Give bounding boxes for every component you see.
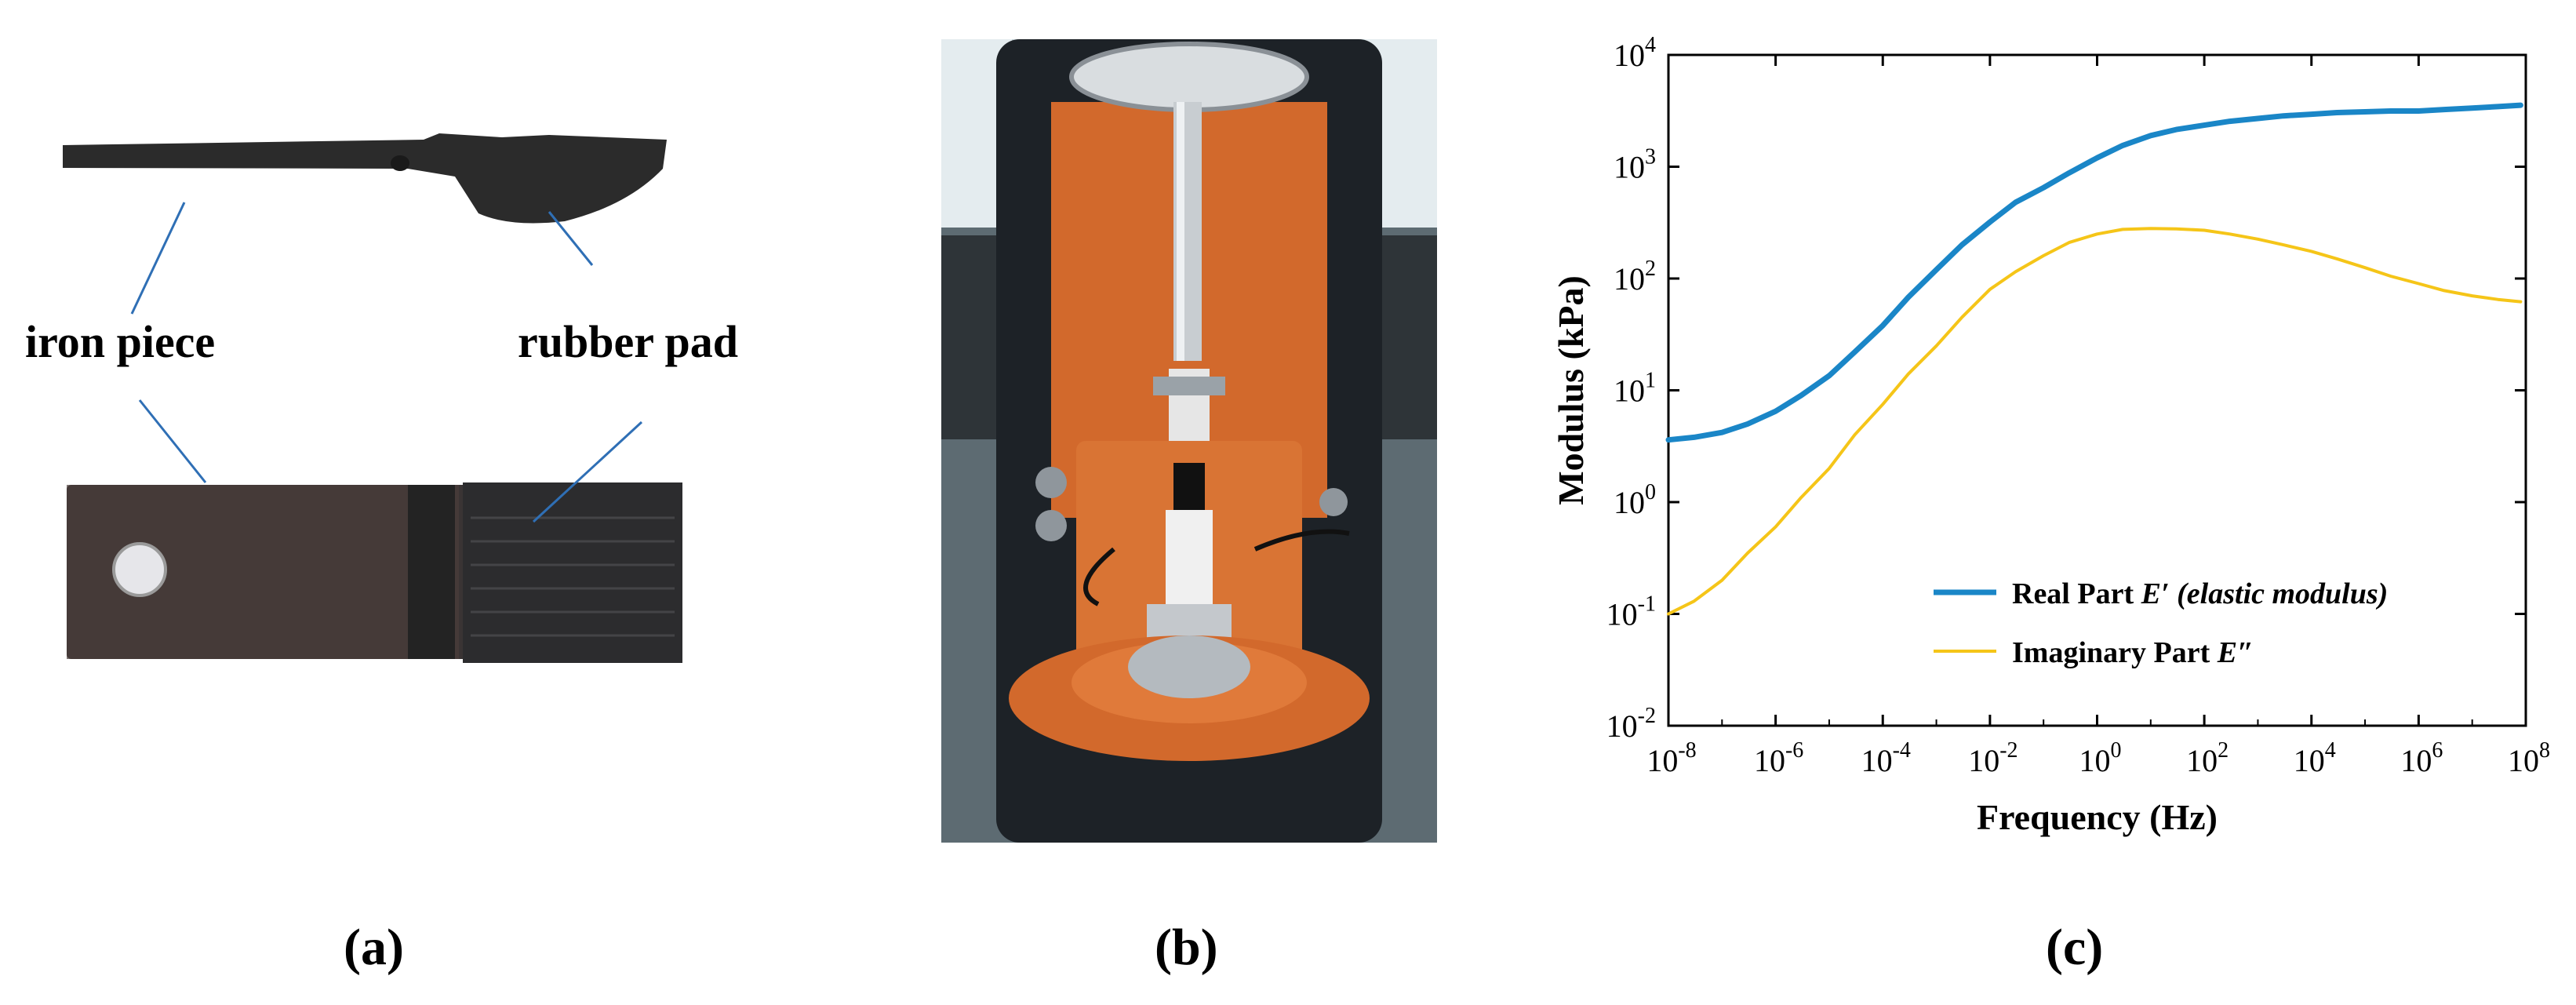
x-tick-label: 10-8 [1646,738,1696,778]
y-tick-label: 10-1 [1606,592,1656,632]
x-axis-label: Frequency (Hz) [1977,797,2218,837]
rubber-pad-top-view [463,482,682,663]
x-tick-label: 100 [2079,738,2122,778]
iron-piece-side-view [63,133,667,224]
y-tick-label: 102 [1614,257,1656,297]
panel-label-c: (c) [2046,919,2104,976]
x-tick-label: 106 [2400,738,2443,778]
x-tick-label: 10-2 [1968,738,2018,778]
modulus-frequency-chart: 10-8 10-6 10-4 10-2 100 102 104 106 108 10-2 10-1 1… [1551,33,2550,837]
x-tick-label: 10-4 [1861,738,1911,778]
panel-c: 10-8 10-6 10-4 10-2 100 102 104 106 108 10-2 10-1 1… [1537,0,2576,1005]
panel-a: iron piece rubber pad (a) [0,0,847,1005]
rubber-pad-photo [63,133,682,663]
dma-test-machine-photo [941,39,1437,843]
legend-entry: Imaginary Part E″ [2012,636,2254,669]
panel-label-a: (a) [344,919,404,976]
legend-entry: Real Part E′ (elastic modulus) [2012,577,2388,610]
x-tick-label: 102 [2186,738,2229,778]
x-tick-label: 10-6 [1754,738,1803,778]
series-line-real-part [1665,102,2523,443]
y-tick-label: 100 [1614,480,1656,520]
y-tick-label: 10-2 [1606,704,1656,744]
y-tick-label: 101 [1614,369,1656,409]
series-line-imaginary-part [1667,227,2523,616]
y-tick-label: 103 [1614,145,1656,185]
x-tick-label: 108 [2508,738,2550,778]
annotation-rubber-pad: rubber pad [518,316,738,367]
panel-label-b: (b) [1155,919,1218,976]
annotation-leaders [130,202,643,523]
mounting-hole [112,542,167,597]
panel-b: (b) [941,0,1459,1005]
y-tick-label: 104 [1614,33,1656,73]
annotation-iron-piece: iron piece [25,316,216,367]
y-axis-label: Modulus (kPa) [1551,275,1591,505]
x-tick-label: 104 [2294,738,2336,778]
